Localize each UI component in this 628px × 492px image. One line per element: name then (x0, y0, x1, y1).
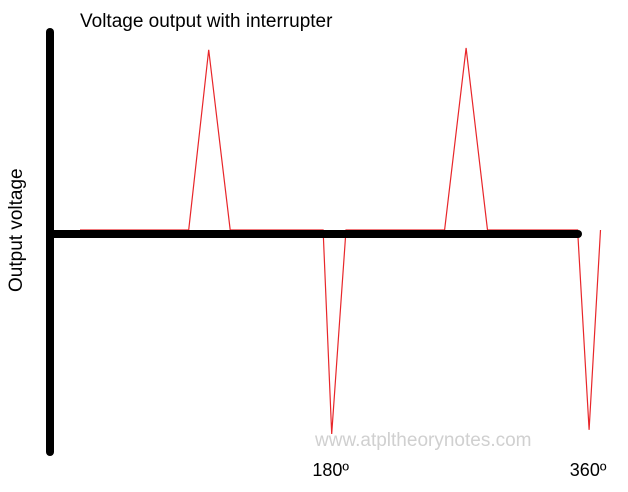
series-line-output-voltage (80, 47, 602, 435)
watermark-text: www.atpltheorynotes.com (314, 430, 532, 451)
x-tick-label-180: 180º (312, 460, 349, 480)
x-tick-label-360: 360º (570, 460, 607, 480)
x-tick-labels: 180º 360º (312, 460, 606, 480)
y-axis-label: Output voltage (6, 168, 27, 292)
chart-title: Voltage output with interrupter (80, 11, 333, 32)
